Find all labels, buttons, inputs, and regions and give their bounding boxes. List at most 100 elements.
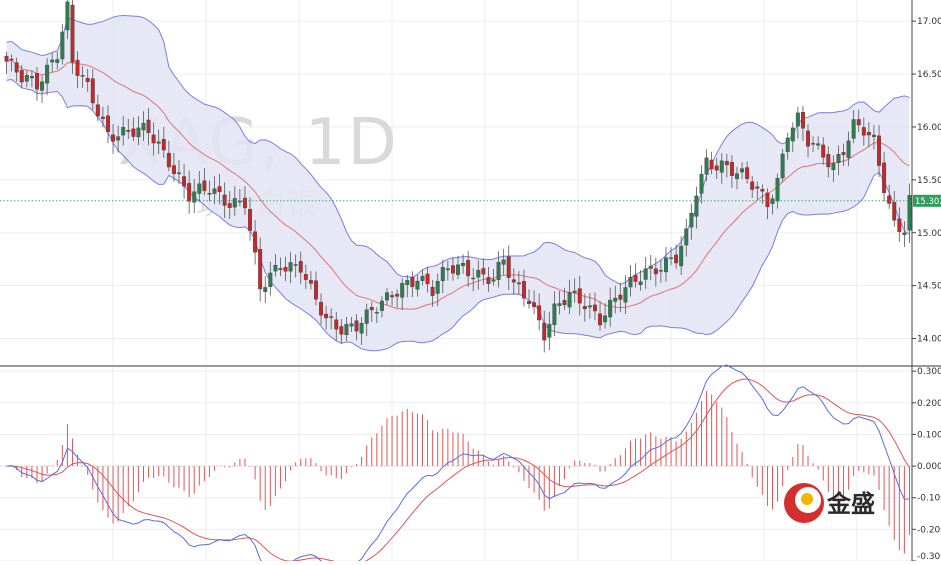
candle-body (724, 161, 729, 166)
candle-body (501, 259, 506, 265)
candle-body (476, 269, 481, 278)
current-price-label: 15.302 (915, 197, 941, 207)
candle-body (669, 257, 674, 259)
candle-body (729, 162, 734, 176)
candle-body (628, 276, 633, 288)
candle-body (557, 303, 562, 306)
price-tick-label: 14.000 (917, 335, 941, 345)
candle-body (217, 186, 222, 192)
candle-body (679, 245, 684, 267)
candle-body (405, 280, 410, 286)
candle-body (887, 195, 892, 204)
candle-body (75, 59, 80, 76)
candle-body (674, 254, 679, 264)
candle-body (14, 62, 19, 73)
candle-body (248, 209, 252, 231)
candle-body (816, 143, 821, 146)
candle-body (126, 130, 131, 132)
candle-body (329, 316, 334, 318)
candle-body (740, 168, 745, 173)
candle-body (263, 287, 268, 292)
candle-body (598, 313, 603, 326)
candle-body (151, 134, 156, 144)
candle-body (592, 304, 597, 312)
candle-body (841, 152, 846, 155)
candle-body (232, 198, 237, 208)
logo-mark-dot (801, 493, 813, 505)
candle-body (704, 157, 709, 175)
candle-body (9, 58, 14, 61)
candle-body (40, 81, 45, 91)
candle-body (55, 59, 60, 63)
candle-body (207, 192, 212, 195)
candle-body (45, 64, 50, 84)
candle-body (831, 163, 836, 170)
candle-body (694, 195, 699, 217)
candle-body (24, 75, 29, 82)
candle-body (100, 116, 105, 119)
price-axis: 17.000 16.500 16.000 15.500 15.000 14.500 14.0… (912, 17, 941, 345)
candle-body (826, 154, 831, 168)
candle-body (450, 265, 455, 274)
candle-body (445, 268, 450, 271)
candle-body (420, 275, 425, 281)
candle-body (562, 300, 567, 305)
candle-body (136, 127, 141, 138)
candle-body (80, 75, 85, 77)
candle-body (430, 286, 435, 296)
candle-body (410, 277, 415, 287)
candle-body (811, 143, 816, 145)
candle-body (481, 268, 486, 275)
candle-body (537, 305, 542, 321)
candle-body (60, 31, 65, 60)
candle-body (907, 195, 912, 231)
candle-body (902, 232, 907, 236)
candle-body (146, 119, 151, 133)
candle-body (608, 299, 613, 318)
macd-line (6, 364, 910, 565)
candle-body (379, 300, 384, 311)
candle-body (714, 165, 719, 171)
candle-body (623, 287, 628, 303)
candle-body (415, 280, 420, 290)
candle-body (258, 249, 263, 290)
candle-body (253, 231, 258, 253)
candle-body (785, 137, 790, 152)
candle-body (19, 70, 24, 83)
candle-body (395, 293, 400, 297)
candle-body (861, 127, 866, 136)
candle-body (166, 152, 171, 168)
price-tick-label: 16.000 (917, 123, 941, 133)
candle-body (65, 1, 70, 31)
candle-body (709, 159, 714, 170)
candle-body (70, 4, 75, 63)
candle-body (542, 322, 547, 341)
candle-body (552, 303, 557, 325)
candle-body (871, 134, 876, 138)
candle-body (227, 203, 232, 208)
candle-body (273, 264, 278, 272)
candle-body (658, 270, 663, 272)
candle-body (308, 280, 313, 284)
candle-body (161, 139, 166, 151)
candle-body (354, 320, 359, 332)
candle-body (283, 267, 288, 272)
candle-body (735, 173, 739, 180)
candle-body (400, 283, 405, 298)
candle-body (202, 180, 207, 191)
candle-body (689, 213, 694, 228)
candle-body (390, 295, 395, 298)
candle-body (664, 257, 668, 273)
candle-body (339, 326, 344, 335)
candle-body (760, 189, 765, 192)
price-tick-label: 17.000 (917, 17, 941, 27)
candle-body (85, 77, 90, 82)
candle-body (237, 200, 242, 203)
candle-body (197, 183, 202, 194)
candle-body (618, 294, 623, 300)
candle-body (790, 127, 795, 142)
price-tick-label: 16.500 (917, 70, 941, 80)
